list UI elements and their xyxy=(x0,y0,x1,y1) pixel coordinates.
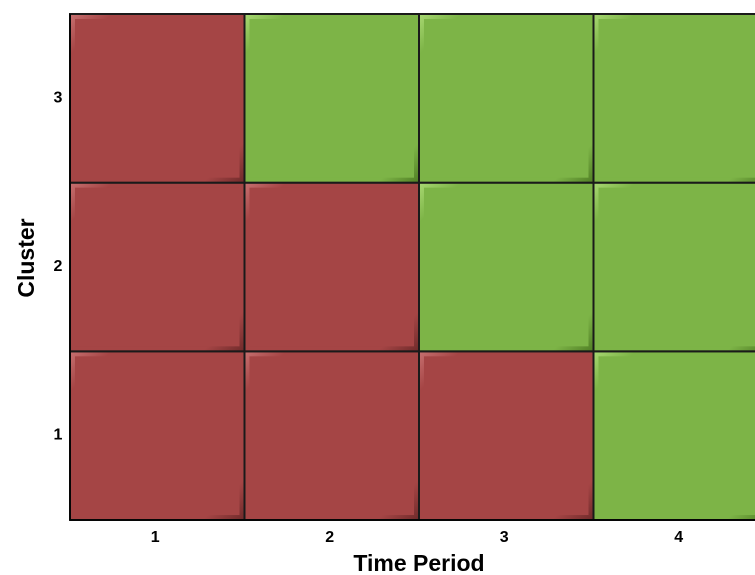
heatmap-cell-face xyxy=(598,19,755,178)
heatmap-cell-face xyxy=(75,356,240,515)
heatmap-cell xyxy=(592,350,755,522)
heatmap-cells xyxy=(69,13,755,522)
heatmap-cell xyxy=(592,181,755,353)
heatmap-cell-face xyxy=(249,356,414,515)
heatmap-cell-face xyxy=(75,187,240,347)
x-tick-label: 1 xyxy=(151,529,160,546)
y-tick-label: 1 xyxy=(54,427,63,444)
heatmap-cell-face xyxy=(598,356,755,515)
heatmap-cell xyxy=(69,13,246,184)
heatmap-cell xyxy=(418,181,595,353)
heatmap-cell-face xyxy=(424,356,589,515)
heatmap-cell xyxy=(592,13,755,184)
heatmap-cell-face xyxy=(424,19,589,178)
heatmap-cell-face xyxy=(598,187,755,347)
heatmap-cell xyxy=(243,181,420,353)
heatmap-cell xyxy=(69,181,246,353)
heatmap-cell xyxy=(243,13,420,184)
y-tick-label: 2 xyxy=(54,258,63,275)
heatmap-cell xyxy=(243,350,420,522)
heatmap-cell-face xyxy=(249,187,414,347)
x-tick-label: 2 xyxy=(325,529,334,546)
heatmap-cell-face xyxy=(75,19,240,178)
axes xyxy=(69,14,755,521)
heatmap-cell xyxy=(69,350,246,522)
heatmap-cell-face xyxy=(249,19,414,178)
x-tick-labels: 1 2 3 4 xyxy=(151,529,684,546)
x-tick-label: 4 xyxy=(674,529,683,546)
y-axis-title: Cluster xyxy=(13,218,39,297)
y-tick-label: 3 xyxy=(54,89,63,106)
x-tick-label: 3 xyxy=(500,529,509,546)
heatmap-cell xyxy=(418,13,595,184)
x-axis-title: Time Period xyxy=(353,550,484,575)
heatmap-cell-face xyxy=(424,187,589,347)
y-tick-labels: 1 2 3 xyxy=(54,89,63,443)
heatmap-cell xyxy=(418,350,595,522)
